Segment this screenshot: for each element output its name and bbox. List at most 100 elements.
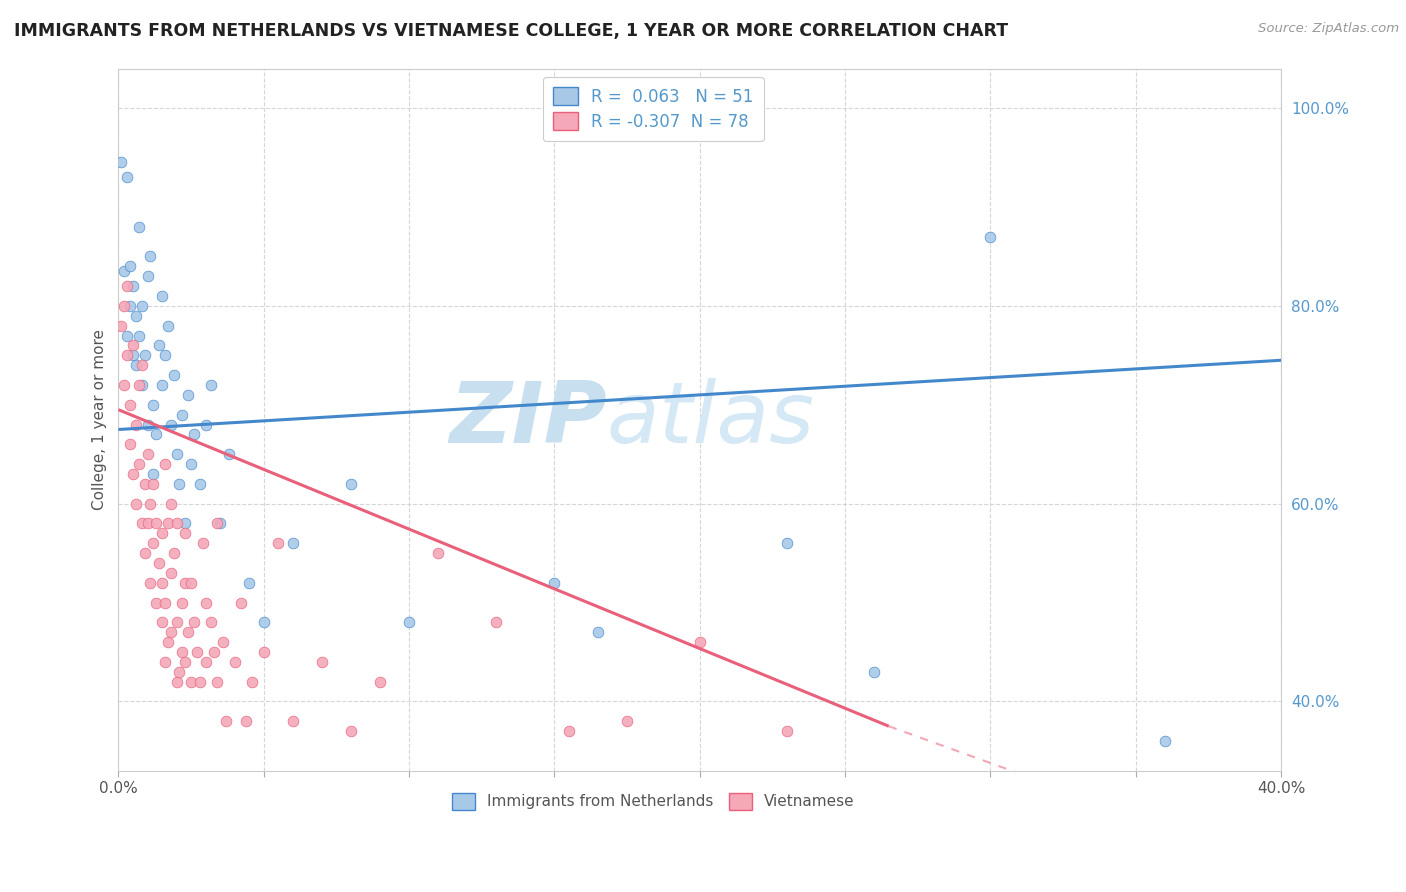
Point [979, 229, 1001, 244]
Point [218, 447, 240, 461]
Point [202, 645, 225, 659]
Point [174, 526, 197, 541]
Point [120, 398, 142, 412]
Point [122, 467, 145, 481]
Point [174, 575, 197, 590]
Point [267, 536, 290, 550]
Point [153, 457, 176, 471]
Point [142, 467, 165, 481]
Point [142, 398, 165, 412]
Point [131, 299, 153, 313]
Point [586, 625, 609, 640]
Point [166, 674, 188, 689]
Point [115, 348, 138, 362]
Point [240, 674, 263, 689]
Point [115, 170, 138, 185]
Point [200, 615, 222, 630]
Text: ZIP: ZIP [449, 378, 607, 461]
Point [125, 309, 148, 323]
Point [134, 348, 156, 362]
Point [166, 516, 188, 531]
Point [150, 615, 173, 630]
Point [156, 318, 179, 333]
Point [543, 575, 565, 590]
Point [558, 724, 581, 739]
Point [112, 299, 135, 313]
Point [188, 476, 211, 491]
Point [166, 615, 188, 630]
Point [180, 575, 202, 590]
Point [120, 299, 142, 313]
Point [281, 714, 304, 729]
Point [159, 417, 181, 432]
Point [142, 536, 165, 550]
Point [156, 516, 179, 531]
Point [145, 427, 167, 442]
Text: IMMIGRANTS FROM NETHERLANDS VS VIETNAMESE COLLEGE, 1 YEAR OR MORE CORRELATION CH: IMMIGRANTS FROM NETHERLANDS VS VIETNAMES… [14, 22, 1008, 40]
Point [177, 625, 200, 640]
Point [125, 497, 148, 511]
Point [194, 596, 217, 610]
Point [194, 417, 217, 432]
Point [163, 368, 186, 383]
Point [398, 615, 420, 630]
Point [174, 655, 197, 669]
Point [122, 348, 145, 362]
Point [142, 476, 165, 491]
Point [131, 378, 153, 392]
Point [253, 615, 276, 630]
Point [134, 476, 156, 491]
Point [112, 264, 135, 278]
Point [238, 575, 260, 590]
Point [128, 219, 150, 234]
Point [172, 408, 194, 422]
Point [120, 437, 142, 451]
Point [131, 516, 153, 531]
Point [209, 516, 232, 531]
Point [311, 655, 333, 669]
Point [153, 348, 176, 362]
Point [120, 260, 142, 274]
Point [122, 279, 145, 293]
Point [139, 497, 162, 511]
Point [150, 575, 173, 590]
Point [616, 714, 638, 729]
Point [125, 358, 148, 372]
Point [128, 328, 150, 343]
Point [368, 674, 391, 689]
Point [148, 338, 170, 352]
Point [194, 655, 217, 669]
Point [172, 596, 194, 610]
Point [128, 457, 150, 471]
Text: atlas: atlas [607, 378, 814, 461]
Point [177, 388, 200, 402]
Point [122, 338, 145, 352]
Point [115, 279, 138, 293]
Point [188, 674, 211, 689]
Point [125, 417, 148, 432]
Point [166, 447, 188, 461]
Point [207, 516, 229, 531]
Point [427, 546, 450, 560]
Point [224, 655, 246, 669]
Point [136, 447, 159, 461]
Point [776, 536, 799, 550]
Point [180, 674, 202, 689]
Point [207, 674, 229, 689]
Point [163, 546, 186, 560]
Point [131, 358, 153, 372]
Point [281, 536, 304, 550]
Point [159, 497, 181, 511]
Point [1153, 734, 1175, 748]
Point [145, 516, 167, 531]
Point [180, 457, 202, 471]
Point [169, 665, 191, 679]
Point [136, 417, 159, 432]
Point [169, 476, 191, 491]
Point [215, 714, 238, 729]
Point [340, 724, 363, 739]
Legend: Immigrants from Netherlands, Vietnamese: Immigrants from Netherlands, Vietnamese [446, 787, 860, 815]
Point [150, 526, 173, 541]
Point [159, 566, 181, 580]
Point [485, 615, 508, 630]
